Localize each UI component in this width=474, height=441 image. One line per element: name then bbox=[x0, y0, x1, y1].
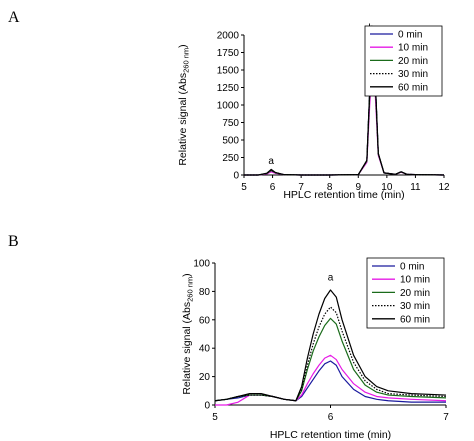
x-axis-title: HPLC retention time (min) bbox=[283, 189, 404, 201]
legend-entry: 60 min bbox=[398, 82, 428, 93]
y-axis-title-end: ) bbox=[177, 44, 189, 48]
legend-entry: 20 min bbox=[400, 288, 430, 299]
x-tick-label: 11 bbox=[410, 182, 421, 193]
y-tick-label: 20 bbox=[199, 372, 211, 383]
y-tick-label: 250 bbox=[222, 153, 239, 164]
y-tick-label: 60 bbox=[199, 315, 211, 326]
y-tick-label: 1750 bbox=[217, 48, 240, 59]
series-line-60-min bbox=[214, 289, 447, 402]
legend-entry: 60 min bbox=[400, 314, 430, 325]
x-tick-label: 10 bbox=[381, 182, 393, 193]
series-line-10-min bbox=[215, 354, 447, 406]
y-axis-title-sub: 260 nm bbox=[182, 48, 191, 73]
panel-label: A bbox=[8, 9, 20, 26]
peak-annotation: a bbox=[268, 156, 274, 167]
legend-entry: 30 min bbox=[398, 69, 428, 80]
legend: 0 min 10 min 20 min 30 min 60 min bbox=[366, 257, 445, 329]
y-tick-label: 0 bbox=[233, 171, 239, 182]
panel-label: B bbox=[8, 233, 19, 250]
legend-entry: 0 min bbox=[398, 30, 422, 41]
legend-entry: 30 min bbox=[400, 301, 430, 312]
x-tick-label: 9 bbox=[356, 182, 362, 193]
y-tick-label: 750 bbox=[222, 118, 239, 129]
peak-annotation: a bbox=[328, 272, 334, 283]
series-line-60-min bbox=[244, 39, 445, 176]
legend-entry: 20 min bbox=[398, 56, 428, 67]
y-axis-title-main: Relative signal (Abs bbox=[181, 302, 193, 395]
legend-entry: 10 min bbox=[398, 43, 428, 54]
y-tick-label: 1000 bbox=[217, 101, 240, 112]
x-tick-label: 8 bbox=[327, 182, 333, 193]
y-tick-label: 1250 bbox=[217, 83, 240, 94]
y-tick-label: 40 bbox=[199, 344, 211, 355]
legend-entry: 0 min bbox=[400, 262, 424, 273]
y-tick-label: 80 bbox=[199, 287, 211, 298]
y-tick-label: 1500 bbox=[217, 66, 240, 77]
y-axis-title: Relative signal (Abs260 nm) bbox=[177, 44, 191, 165]
legend: 0 min 10 min 20 min 30 min 60 min bbox=[364, 25, 443, 97]
x-tick-label: 7 bbox=[298, 182, 304, 193]
x-tick-label: 7 bbox=[443, 412, 449, 423]
y-axis-title: Relative signal (Abs260 nm) bbox=[181, 273, 195, 394]
y-tick-label: 2000 bbox=[217, 31, 240, 42]
panel-a: A 0 250 500 750 1000 1250 1500 1750 2000 5 6 7 8 9 10 11… bbox=[8, 9, 450, 201]
legend-entry: 10 min bbox=[400, 275, 430, 286]
y-axis-title-end: ) bbox=[181, 273, 193, 277]
x-axis-title: HPLC retention time (min) bbox=[270, 429, 391, 441]
y-axis-title-sub: 260 nm bbox=[186, 277, 195, 302]
x-tick-label: 5 bbox=[241, 182, 247, 193]
x-tick-label: 12 bbox=[438, 182, 450, 193]
y-tick-label: 0 bbox=[204, 401, 210, 412]
x-tick-label: 5 bbox=[212, 412, 218, 423]
panel-b: B 0 20 40 60 80 100 5 6 7 HPLC retention time (min… bbox=[8, 233, 449, 441]
series-line-20-min bbox=[214, 317, 447, 402]
series-line-30-min bbox=[214, 306, 447, 402]
y-tick-label: 500 bbox=[222, 136, 239, 147]
x-tick-label: 6 bbox=[328, 412, 334, 423]
y-tick-label: 100 bbox=[193, 259, 210, 270]
y-axis-title-main: Relative signal (Abs bbox=[177, 73, 189, 166]
x-tick-label: 6 bbox=[270, 182, 276, 193]
